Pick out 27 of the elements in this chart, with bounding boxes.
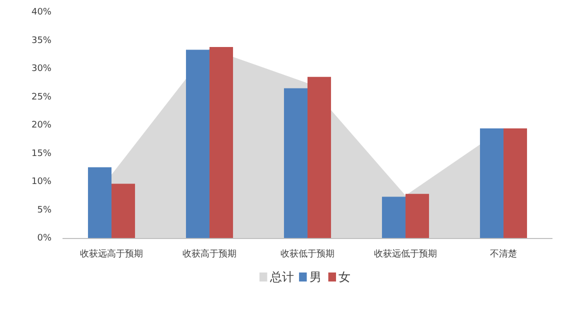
x-tick-label: 收获低于预期 <box>280 248 334 260</box>
y-tick-label: 40% <box>31 8 52 18</box>
y-tick-label: 10% <box>31 177 52 187</box>
y-tick-label: 5% <box>37 205 52 216</box>
x-tick-label: 收获远高于预期 <box>80 248 143 260</box>
legend-label: 女 <box>338 270 351 284</box>
bar <box>210 46 234 238</box>
x-tick-label: 收获高于预期 <box>182 248 236 260</box>
bar <box>186 50 210 238</box>
bar <box>88 167 112 238</box>
bar <box>112 184 136 238</box>
x-tick-label: 收获远低于预期 <box>374 248 437 260</box>
x-tick-label: 不清楚 <box>490 248 517 260</box>
y-tick-label: 35% <box>31 36 52 46</box>
legend-label: 男 <box>309 270 322 284</box>
bar <box>382 196 406 238</box>
bar <box>308 76 332 238</box>
y-tick-label: 0% <box>37 234 52 244</box>
bar <box>504 128 528 238</box>
bar <box>284 88 308 238</box>
y-tick-label: 25% <box>31 92 52 102</box>
y-tick-label: 30% <box>31 64 52 74</box>
y-tick-label: 20% <box>31 120 52 130</box>
y-tick-label: 15% <box>31 148 52 159</box>
bar <box>480 128 504 238</box>
legend-label: 总计 <box>268 270 294 284</box>
bar <box>406 194 430 238</box>
